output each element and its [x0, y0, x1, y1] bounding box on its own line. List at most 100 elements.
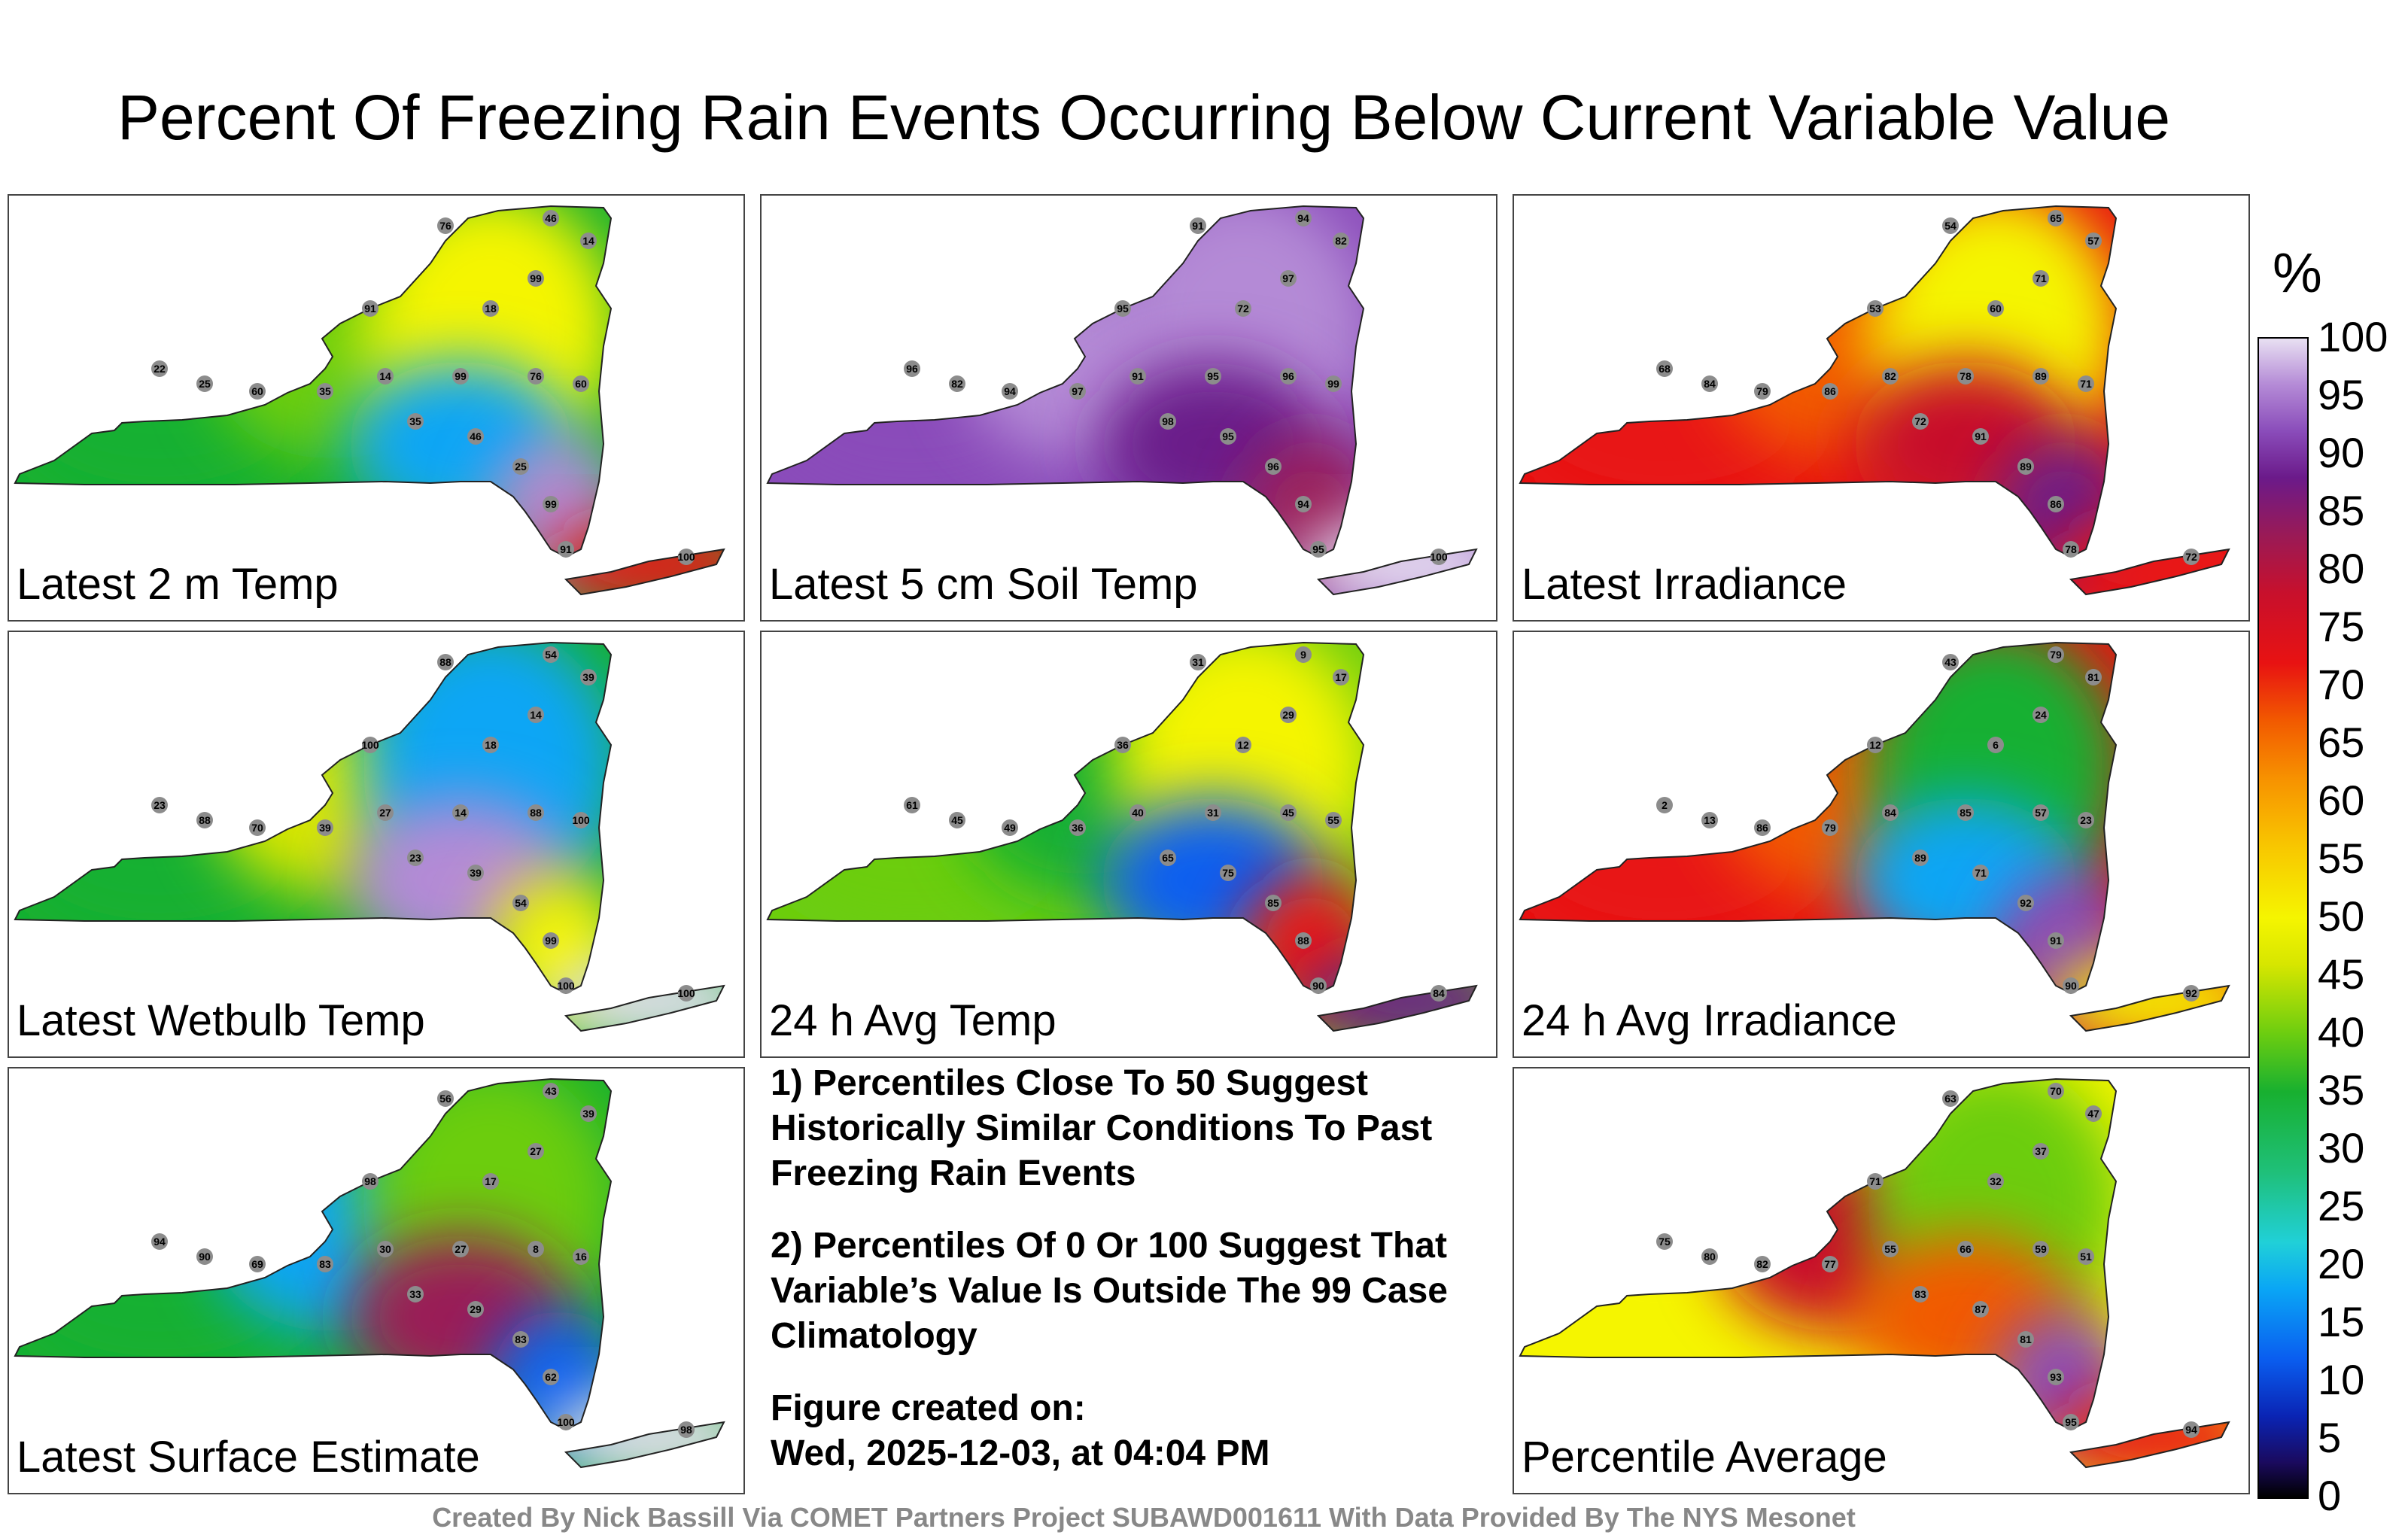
station-value: 77 [1824, 1258, 1836, 1270]
station-value: 91 [364, 302, 376, 315]
panel-label: 24 h Avg Temp [769, 996, 1057, 1045]
station-marker [377, 368, 394, 385]
station-marker [1002, 819, 1018, 836]
station-value: 14 [530, 709, 542, 721]
colorbar-tick-label: 65 [2318, 719, 2365, 766]
station-marker [2033, 1241, 2049, 1257]
station-value: 95 [1207, 370, 1219, 382]
station-value: 94 [1297, 498, 1309, 510]
station-value: 94 [1004, 385, 1016, 397]
colorbar-tick-label: 0 [2318, 1472, 2342, 1519]
station-value: 91 [1192, 220, 1204, 232]
station-marker [1114, 737, 1131, 753]
station-value: 72 [2185, 551, 2197, 563]
station-value: 70 [2050, 1085, 2062, 1097]
station-value: 100 [677, 987, 695, 999]
station-marker [1220, 428, 1236, 445]
credit-line: Created By Nick Bassill Via COMET Partne… [432, 1502, 1856, 1533]
map-fill [15, 643, 724, 1031]
station-marker [543, 1083, 559, 1099]
station-marker [362, 1173, 379, 1190]
station-value: 47 [2087, 1108, 2099, 1120]
station-marker [1656, 360, 1673, 377]
station-value: 54 [1944, 220, 1956, 232]
station-marker [1190, 217, 1206, 234]
map-fill [1520, 1079, 2229, 1467]
station-value: 99 [545, 498, 557, 510]
station-value: 88 [199, 814, 211, 826]
station-value: 93 [2050, 1371, 2062, 1383]
station-marker [1912, 413, 1929, 430]
station-value: 84 [1433, 987, 1445, 999]
station-value: 76 [439, 220, 451, 232]
station-value: 99 [1327, 378, 1339, 390]
colorbar [2258, 337, 2309, 1499]
station-value: 13 [1704, 814, 1716, 826]
station-value: 2 [1662, 799, 1668, 811]
station-value: 57 [2087, 235, 2099, 247]
station-value: 89 [1914, 852, 1926, 864]
station-value: 86 [1756, 822, 1768, 834]
station-value: 81 [2020, 1333, 2032, 1345]
station-value: 95 [1117, 302, 1129, 315]
station-value: 51 [2080, 1251, 2092, 1263]
station-value: 91 [1975, 430, 1987, 442]
station-value: 60 [1990, 302, 2002, 315]
station-marker [467, 428, 484, 445]
station-marker [558, 977, 574, 994]
station-marker [1002, 383, 1018, 400]
station-value: 75 [1222, 867, 1234, 879]
colorbar-unit: % [2273, 242, 2322, 304]
station-value: 43 [1944, 656, 1956, 668]
station-value: 71 [1869, 1175, 1881, 1187]
map-svg: 76 46 14 91 99 18 22 25 60 35 14 99 76 60 35 46 25 99 91 10… [14, 205, 725, 596]
station-value: 89 [2035, 370, 2047, 382]
station-marker [196, 1248, 213, 1265]
station-marker [528, 270, 544, 287]
station-value: 63 [1944, 1093, 1956, 1105]
station-value: 12 [1237, 739, 1249, 751]
station-value: 86 [2050, 498, 2062, 510]
station-marker [1310, 541, 1327, 558]
map-color-region [491, 436, 626, 587]
station-marker [1280, 270, 1297, 287]
station-marker [1280, 804, 1297, 821]
station-marker [1701, 1248, 1718, 1265]
station-value: 37 [2035, 1145, 2047, 1157]
station-value: 99 [530, 272, 542, 284]
map-fill [768, 206, 1476, 594]
station-value: 94 [154, 1236, 166, 1248]
station-value: 82 [1884, 370, 1896, 382]
map-fill [1520, 206, 2229, 594]
station-value: 94 [1297, 212, 1309, 224]
station-marker [467, 865, 484, 881]
station-value: 75 [1659, 1236, 1671, 1248]
station-marker [1190, 654, 1206, 670]
station-marker [151, 1233, 168, 1250]
station-marker [196, 375, 213, 392]
station-marker [543, 932, 559, 949]
map-color-region [491, 1309, 626, 1460]
colorbar-tick-label: 15 [2318, 1298, 2365, 1345]
station-marker [1130, 804, 1146, 821]
station-marker [407, 413, 424, 430]
colorbar-tick-label: 10 [2318, 1356, 2365, 1403]
map-svg: 31 9 17 36 29 12 61 45 49 36 40 31 45 55 65 75 85 88 90 84 [766, 641, 1478, 1032]
state-outline [564, 984, 725, 1032]
map-svg: 54 65 57 53 71 60 68 84 79 86 82 78 89 71 72 91 89 86 78 72 [1519, 205, 2230, 596]
map-svg: 43 79 81 12 24 6 2 13 86 79 84 85 57 23 89 71 92 91 90 92 [1519, 641, 2230, 1032]
station-value: 84 [1704, 378, 1716, 390]
state-outline [766, 205, 1365, 558]
station-marker [1957, 804, 1974, 821]
station-marker [1882, 804, 1899, 821]
station-value: 83 [515, 1333, 527, 1345]
panel-label: Latest 2 m Temp [17, 560, 339, 609]
station-value: 45 [951, 814, 963, 826]
station-marker [1972, 865, 1989, 881]
station-value: 55 [1327, 814, 1339, 826]
station-value: 59 [2035, 1243, 2047, 1255]
state-outline [2069, 1421, 2230, 1469]
station-marker [151, 360, 168, 377]
station-value: 71 [2080, 378, 2092, 390]
station-marker [482, 1173, 499, 1190]
